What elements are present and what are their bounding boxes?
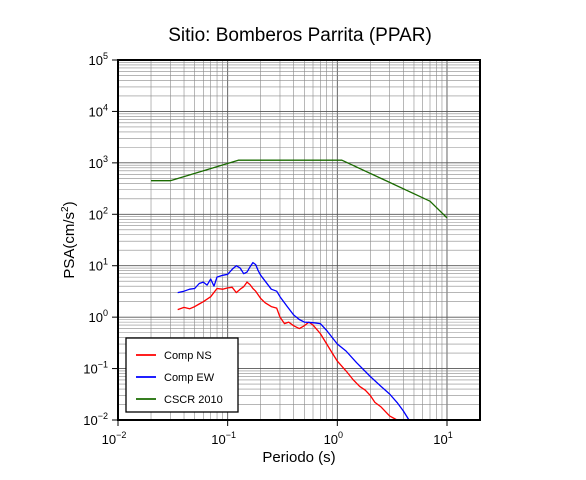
series-group	[151, 159, 448, 421]
plot-frame	[117, 59, 481, 421]
y-tick-label: 102	[89, 205, 108, 222]
y-tick-label-base: 10	[89, 207, 103, 222]
y-tick-label-exponent: 1	[103, 257, 108, 267]
series-line-cscr-2010	[151, 159, 448, 219]
x-tick-label-exponent: −2	[116, 430, 126, 440]
legend-label: CSCR 2010	[164, 394, 223, 406]
y-tick-label-exponent: −1	[98, 360, 108, 370]
y-tick-label: 104	[89, 102, 108, 119]
x-tick-label-base: 10	[324, 432, 338, 447]
y-tick-label-exponent: 5	[103, 51, 108, 61]
legend-label: Comp EW	[164, 372, 215, 384]
y-tick-label: 10−2	[83, 411, 108, 428]
grid	[117, 59, 481, 421]
x-tick-label-exponent: −1	[226, 430, 236, 440]
x-tick-label-base: 10	[433, 432, 447, 447]
y-axis-label-exponent: 2	[60, 206, 71, 212]
y-axis-label: PSA(cm/s2)	[60, 201, 78, 278]
y-axis-label-close: )	[61, 201, 78, 206]
tick-marks	[112, 59, 448, 426]
y-tick-label: 105	[89, 51, 108, 68]
x-tick-label: 10−1	[211, 430, 236, 447]
y-tick-label: 100	[89, 308, 108, 325]
y-tick-label-exponent: 3	[103, 154, 108, 164]
x-tick-label: 100	[324, 430, 343, 447]
y-tick-label: 101	[89, 257, 108, 274]
x-tick-label-exponent: 0	[338, 430, 343, 440]
y-tick-label-exponent: 4	[103, 102, 108, 112]
y-tick-label: 10−1	[83, 360, 108, 377]
y-tick-label-exponent: 0	[103, 308, 108, 318]
y-tick-label-base: 10	[89, 310, 103, 325]
x-tick-label-base: 10	[102, 432, 116, 447]
y-tick-label-exponent: −2	[98, 411, 108, 421]
x-axis-label: Periodo (s)	[262, 449, 335, 466]
y-tick-label-base: 10	[83, 362, 97, 377]
x-tick-label-base: 10	[211, 432, 225, 447]
y-axis-label-base: PSA(cm/s	[61, 212, 78, 279]
y-tick-label-base: 10	[89, 259, 103, 274]
x-tick-label: 10−2	[102, 430, 127, 447]
x-tick-labels: 10−2 10−1 100 101	[102, 430, 453, 447]
x-tick-label: 101	[433, 430, 452, 447]
y-tick-label-base: 10	[83, 413, 97, 428]
legend: Comp NS Comp EW CSCR 2010	[125, 337, 239, 413]
y-tick-label: 103	[89, 154, 108, 171]
series-line-comp-ns	[177, 281, 398, 421]
y-tick-label-base: 10	[89, 104, 103, 119]
series-line-comp-ew	[177, 261, 410, 421]
y-tick-label-exponent: 2	[103, 205, 108, 215]
y-tick-label-base: 10	[89, 53, 103, 68]
chart-title: Sitio: Bomberos Parrita (PPAR)	[168, 25, 432, 46]
y-tick-label-base: 10	[89, 156, 103, 171]
legend-label: Comp NS	[164, 350, 212, 362]
x-tick-label-exponent: 1	[448, 430, 453, 440]
